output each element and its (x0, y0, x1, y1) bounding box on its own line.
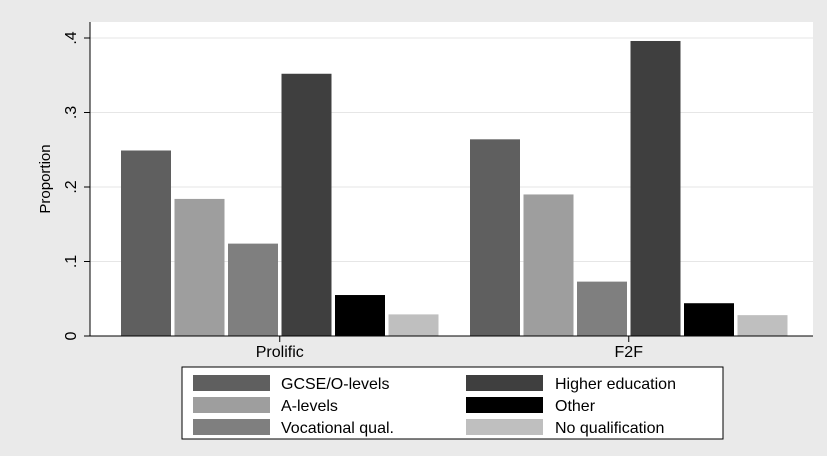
y-tick-label: .3 (63, 106, 80, 119)
y-tick-label: 0 (63, 331, 80, 340)
legend-swatch (466, 397, 543, 413)
y-axis-ticks: 0 .1 .2 .3 .4 (63, 31, 90, 340)
bar (577, 281, 627, 336)
y-tick-label: .1 (63, 255, 80, 268)
legend-swatch (466, 375, 543, 391)
legend-items: GCSE/O-levels A-levels Vocational qual. Hig… (193, 375, 676, 437)
legend-label: No qualification (555, 420, 664, 437)
bar (281, 73, 332, 336)
legend-label: GCSE/O-levels (281, 376, 389, 393)
legend-label: Higher education (555, 376, 676, 393)
legend-label: Vocational qual. (281, 420, 394, 437)
y-tick-label: .4 (63, 31, 80, 44)
bar (121, 150, 171, 336)
bar (228, 243, 278, 336)
bar (684, 303, 734, 336)
legend-swatch (193, 397, 270, 413)
x-tick-label: F2F (615, 344, 644, 361)
bar (335, 295, 385, 336)
legend-label: Other (555, 398, 596, 415)
bar (174, 198, 225, 336)
bar (388, 314, 439, 336)
bar (470, 139, 520, 336)
legend-box (181, 366, 724, 440)
x-tick-label: Prolific (256, 344, 304, 361)
bar (737, 315, 788, 336)
legend-swatch (193, 419, 270, 435)
bars (121, 40, 788, 336)
bar (630, 40, 681, 336)
legend-label: A-levels (281, 398, 338, 415)
legend-swatch (466, 419, 543, 435)
legend: GCSE/O-levels A-levels Vocational qual. Hig… (181, 366, 724, 440)
y-tick-label: .2 (63, 180, 80, 193)
y-axis-title: Proportion (37, 144, 54, 213)
bar (523, 194, 574, 336)
x-axis-labels: Prolific F2F (256, 336, 643, 361)
legend-swatch (193, 375, 270, 391)
